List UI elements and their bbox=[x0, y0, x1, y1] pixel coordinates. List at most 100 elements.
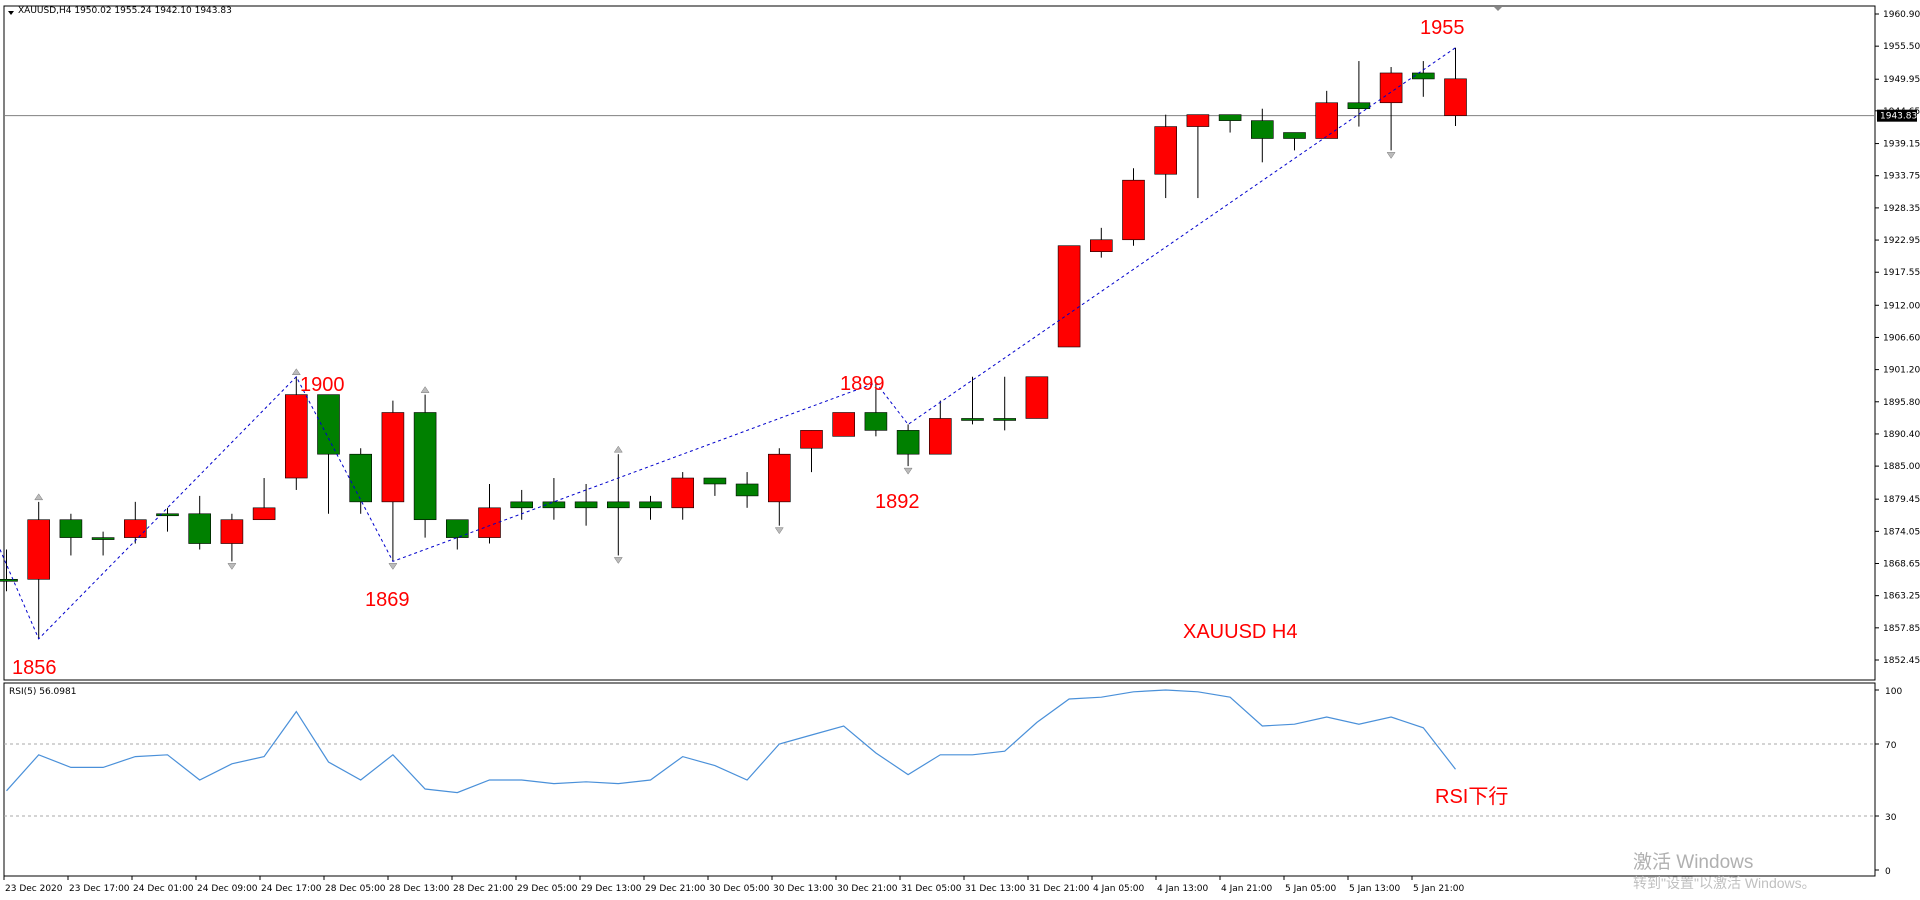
candle[interactable] bbox=[1122, 168, 1145, 246]
candle-body bbox=[574, 501, 598, 509]
fractal-up-mark bbox=[34, 493, 44, 501]
candle-body bbox=[542, 501, 566, 509]
annotation-label: 1955 bbox=[1420, 17, 1465, 39]
time-tick-label: 24 Dec 17:00 bbox=[261, 884, 322, 894]
candle[interactable] bbox=[284, 376, 308, 490]
candle[interactable] bbox=[542, 478, 566, 520]
price-tick-label: 1912.00 bbox=[1883, 301, 1920, 311]
candle[interactable] bbox=[928, 400, 952, 455]
time-tick-label: 28 Dec 21:00 bbox=[453, 884, 514, 894]
candle[interactable] bbox=[961, 376, 984, 425]
candle[interactable] bbox=[800, 430, 823, 473]
candle[interactable] bbox=[91, 531, 115, 556]
candle[interactable] bbox=[1347, 61, 1371, 127]
candle[interactable] bbox=[574, 483, 598, 526]
time-tick-label: 30 Dec 21:00 bbox=[837, 884, 898, 894]
price-tick-label: 1879.45 bbox=[1883, 495, 1920, 505]
candle-body bbox=[1251, 120, 1274, 139]
time-tick-label: 28 Dec 05:00 bbox=[325, 884, 386, 894]
candle[interactable] bbox=[188, 495, 211, 550]
candle-body bbox=[639, 501, 662, 509]
fractal-down-mark bbox=[774, 527, 784, 535]
symbol-info: XAUUSD,H4 1950.02 1955.24 1942.10 1943.8… bbox=[18, 6, 232, 16]
time-tick-label: 29 Dec 21:00 bbox=[645, 884, 706, 894]
candle[interactable] bbox=[864, 382, 888, 437]
candle[interactable] bbox=[0, 549, 18, 592]
candle[interactable] bbox=[124, 501, 147, 544]
candle[interactable] bbox=[1057, 245, 1081, 348]
candle-body bbox=[896, 430, 920, 455]
candle-body bbox=[1122, 179, 1145, 241]
candle[interactable] bbox=[671, 472, 695, 520]
candles bbox=[0, 47, 1467, 639]
rsi-level-label: 70 bbox=[1885, 741, 1897, 751]
candle[interactable] bbox=[252, 478, 276, 521]
candle[interactable] bbox=[1412, 61, 1435, 97]
price-tick-label: 1885.00 bbox=[1883, 462, 1920, 472]
candle-body bbox=[1347, 102, 1371, 110]
candle-body bbox=[1283, 132, 1306, 139]
candle[interactable] bbox=[317, 394, 340, 514]
candle[interactable] bbox=[27, 501, 51, 639]
candle[interactable] bbox=[59, 513, 83, 556]
candle[interactable] bbox=[1025, 376, 1049, 419]
candle[interactable] bbox=[413, 394, 437, 538]
candle-body bbox=[961, 418, 984, 421]
candle[interactable] bbox=[832, 412, 856, 437]
time-tick-label: 31 Dec 13:00 bbox=[965, 884, 1026, 894]
candle[interactable] bbox=[1379, 67, 1403, 151]
candle[interactable] bbox=[1315, 90, 1338, 139]
annotation-label: 1856 bbox=[12, 657, 57, 679]
candle-body bbox=[1186, 114, 1210, 127]
rsi-level-label: 30 bbox=[1885, 813, 1897, 823]
price-tick-label: 1933.75 bbox=[1883, 172, 1920, 182]
candle[interactable] bbox=[156, 507, 179, 532]
candle-body bbox=[832, 412, 856, 437]
time-tick-label: 31 Dec 05:00 bbox=[901, 884, 962, 894]
candle[interactable] bbox=[767, 448, 791, 526]
candle-body bbox=[349, 453, 373, 503]
candle-body bbox=[220, 519, 244, 544]
price-tick-label: 1922.95 bbox=[1883, 236, 1920, 246]
candle[interactable] bbox=[445, 519, 469, 550]
candle[interactable] bbox=[478, 483, 501, 544]
candle[interactable] bbox=[381, 400, 405, 562]
candle-body bbox=[59, 519, 83, 538]
menu-dropdown-icon[interactable] bbox=[8, 11, 14, 15]
candle-body bbox=[800, 430, 823, 449]
candle[interactable] bbox=[220, 513, 244, 562]
price-tick-label: 1906.60 bbox=[1883, 333, 1920, 343]
candle[interactable] bbox=[349, 448, 373, 514]
candle[interactable] bbox=[1218, 114, 1242, 133]
price-tick-label: 1928.35 bbox=[1883, 204, 1920, 214]
price-axis: 1960.901955.501949.951944.651939.151933.… bbox=[1875, 10, 1920, 666]
candle-body bbox=[993, 418, 1017, 421]
candle[interactable] bbox=[993, 376, 1017, 431]
candle[interactable] bbox=[1186, 114, 1210, 199]
candle[interactable] bbox=[1251, 108, 1274, 163]
price-tick-label: 1890.40 bbox=[1883, 430, 1920, 440]
candle[interactable] bbox=[606, 454, 630, 556]
candle[interactable] bbox=[1283, 132, 1306, 151]
candle[interactable] bbox=[1090, 227, 1113, 258]
time-tick-label: 31 Dec 21:00 bbox=[1029, 884, 1090, 894]
price-tick-label: 1857.85 bbox=[1883, 624, 1920, 634]
candle-body bbox=[445, 519, 469, 538]
candle-body bbox=[1444, 78, 1467, 116]
candle[interactable] bbox=[703, 477, 727, 496]
candle[interactable] bbox=[896, 424, 920, 467]
candle-body bbox=[1057, 245, 1081, 348]
candle[interactable] bbox=[735, 472, 759, 508]
rsi-level-label: 100 bbox=[1885, 687, 1902, 697]
candle[interactable] bbox=[1444, 47, 1467, 126]
candle[interactable] bbox=[1154, 114, 1177, 199]
price-tick-label: 1955.50 bbox=[1883, 42, 1920, 52]
rsi-level-label: 0 bbox=[1885, 867, 1891, 877]
candle-body bbox=[317, 394, 340, 455]
time-tick-label: 23 Dec 2020 bbox=[5, 884, 63, 894]
price-tick-label: 1939.15 bbox=[1883, 140, 1920, 150]
candle[interactable] bbox=[510, 489, 534, 520]
fractal-down-mark bbox=[1386, 152, 1396, 159]
candle[interactable] bbox=[639, 495, 662, 520]
